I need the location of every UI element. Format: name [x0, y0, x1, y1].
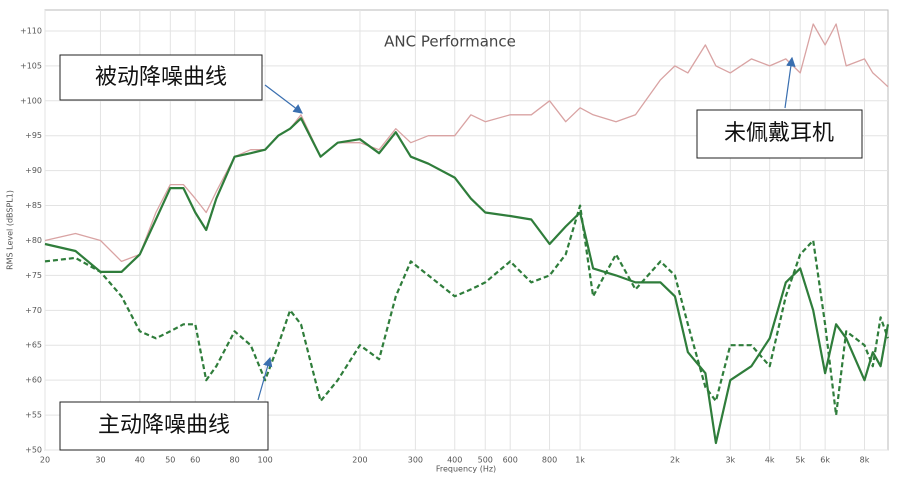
annotation-box [696, 109, 863, 159]
x-tick-label: 8k [860, 456, 870, 465]
y-tick-label: +100 [20, 96, 42, 105]
x-tick-label: 600 [503, 456, 518, 465]
x-tick-label: 3k [725, 456, 735, 465]
x-tick-label: 6k [820, 456, 830, 465]
annotation: 主动降噪曲线 [98, 413, 230, 438]
x-tick-label: 100 [257, 456, 272, 465]
x-tick-label: 200 [352, 456, 367, 465]
y-tick-label: +50 [25, 446, 42, 455]
y-tick-label: +65 [25, 341, 42, 350]
y-tick-label: +55 [25, 411, 42, 420]
x-axis-label: Frequency (Hz) [436, 465, 496, 474]
x-tick-label: 400 [447, 456, 462, 465]
arrow [784, 56, 796, 109]
x-tick-label: 30 [95, 456, 105, 465]
x-tick-label: 4k [765, 456, 775, 465]
annotations: 被动降噪曲线 未佩戴耳机 主动降噪曲线 [59, 54, 863, 451]
x-tick-label: 20 [40, 456, 50, 465]
arrow [257, 356, 273, 401]
annotation-box [59, 401, 269, 451]
y-tick-label: +70 [25, 306, 42, 315]
x-tick-label: 40 [135, 456, 145, 465]
x-tick-label: 1k [575, 456, 585, 465]
x-tick-label: 80 [230, 456, 240, 465]
y-tick-label: +85 [25, 201, 42, 210]
series-line [44, 204, 890, 417]
y-tick-label: +105 [20, 61, 42, 70]
y-tick-label: +75 [25, 271, 42, 280]
y-tick-label: +110 [20, 26, 42, 35]
x-tick-label: 60 [190, 456, 200, 465]
x-tick-label: 50 [165, 456, 175, 465]
y-tick-label: +60 [25, 376, 42, 385]
annotation: 未佩戴耳机 [724, 121, 834, 146]
x-tick-label: 300 [408, 456, 423, 465]
x-tick-label: 500 [478, 456, 493, 465]
annotation-box [59, 54, 263, 101]
arrow [264, 84, 303, 114]
series-line [44, 117, 890, 445]
y-axis-label: RMS Level (dBSPL1) [6, 190, 15, 270]
chart-title: ANC Performance [384, 33, 516, 51]
annotation: 被动降噪曲线 [95, 65, 227, 90]
x-tick-label: 2k [670, 456, 680, 465]
y-tick-label: +95 [25, 131, 42, 140]
y-tick-label: +90 [25, 166, 42, 175]
y-tick-label: +80 [25, 236, 42, 245]
x-tick-label: 800 [542, 456, 557, 465]
x-tick-label: 5k [795, 456, 805, 465]
